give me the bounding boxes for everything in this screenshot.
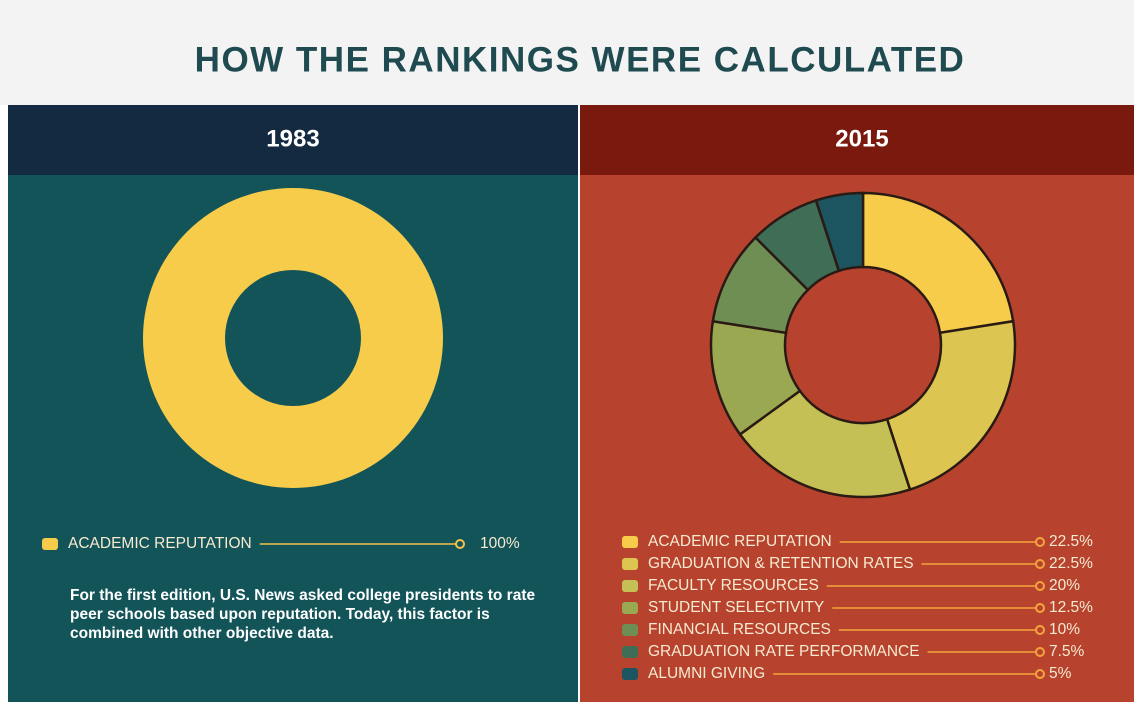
value-label: 22.5% xyxy=(1049,533,1093,550)
legend-swatch xyxy=(622,624,638,636)
leader-dot xyxy=(455,539,465,549)
title-band xyxy=(0,0,1134,105)
panel-title: 2015 xyxy=(835,125,888,152)
legend-label: ACADEMIC REPUTATION xyxy=(648,533,832,550)
donut-slice xyxy=(143,188,443,488)
legend-swatch xyxy=(622,602,638,614)
value-label: 22.5% xyxy=(1049,555,1093,572)
legend-label: STUDENT SELECTIVITY xyxy=(648,599,824,616)
donut-slice xyxy=(738,389,912,499)
panel-header xyxy=(580,105,1134,175)
panel-header xyxy=(8,105,578,175)
value-label: 100% xyxy=(480,535,520,552)
legend-swatch xyxy=(622,668,638,680)
legend-label: ALUMNI GIVING xyxy=(648,665,765,682)
leader-dot xyxy=(1035,537,1045,547)
legend-swatch xyxy=(622,646,638,658)
legend-label: ACADEMIC REPUTATION xyxy=(68,535,252,552)
leader-dot xyxy=(1035,581,1045,591)
legend-swatch xyxy=(622,536,638,548)
note: For the first edition, U.S. News asked c… xyxy=(70,587,536,642)
legend-label: FACULTY RESOURCES xyxy=(648,577,819,594)
value-label: 7.5% xyxy=(1049,643,1085,660)
leader-dot xyxy=(1035,603,1045,613)
leader-dot xyxy=(1035,647,1045,657)
page-title: HOW THE RANKINGS WERE CALCULATED xyxy=(195,40,966,79)
value-label: 20% xyxy=(1049,577,1080,594)
donut-slice xyxy=(814,191,865,273)
leader-dot xyxy=(1035,559,1045,569)
value-label: 5% xyxy=(1049,665,1072,682)
legend-label: GRADUATION RATE PERFORMANCE xyxy=(648,643,920,660)
leader-dot xyxy=(1035,625,1045,635)
leader-dot xyxy=(1035,669,1045,679)
legend-swatch xyxy=(622,580,638,592)
legend-swatch xyxy=(42,538,58,550)
legend-swatch xyxy=(622,558,638,570)
donut-slice xyxy=(885,319,1017,492)
legend-label: FINANCIAL RESOURCES xyxy=(648,621,831,638)
donut-slice xyxy=(861,191,1015,335)
value-label: 10% xyxy=(1049,621,1080,638)
panel-title: 1983 xyxy=(266,125,319,152)
legend-label: GRADUATION & RETENTION RATES xyxy=(648,555,914,572)
value-label: 12.5% xyxy=(1049,599,1093,616)
